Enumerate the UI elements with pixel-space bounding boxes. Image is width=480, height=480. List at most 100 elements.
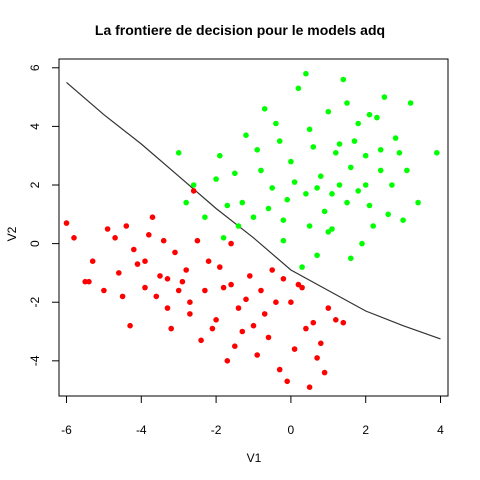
x-tick-label: 4 <box>437 423 444 437</box>
data-point <box>273 299 279 306</box>
data-point <box>217 264 223 270</box>
boundary-curve <box>66 81 441 340</box>
data-point <box>348 164 354 171</box>
data-point <box>321 208 328 215</box>
y-tick-label: 6 <box>28 64 42 71</box>
data-point <box>385 211 392 218</box>
decision-boundary <box>66 81 441 340</box>
data-point <box>224 358 231 364</box>
data-point <box>123 223 130 229</box>
data-point <box>310 319 317 326</box>
data-point <box>179 278 186 285</box>
x-axis: -6 -4 -2 0 2 4 <box>61 395 444 437</box>
data-point <box>269 185 276 191</box>
data-point <box>202 287 208 294</box>
y-tick-label: 4 <box>28 123 42 130</box>
data-point <box>198 337 204 344</box>
data-point <box>116 270 122 276</box>
data-point <box>261 311 268 317</box>
data-point <box>303 70 309 77</box>
data-point <box>306 126 313 133</box>
data-point <box>175 150 182 156</box>
data-point <box>183 199 189 206</box>
data-point <box>157 273 163 279</box>
data-point <box>400 217 406 223</box>
data-point <box>153 293 160 300</box>
data-point <box>190 188 197 194</box>
data-point <box>265 334 272 341</box>
data-point <box>355 188 362 194</box>
data-point <box>359 240 365 247</box>
data-point <box>415 199 421 206</box>
data-point <box>213 317 219 323</box>
data-point <box>280 237 287 244</box>
data-point <box>404 167 410 174</box>
data-point <box>340 76 347 83</box>
data-point <box>112 235 118 241</box>
data-point <box>288 158 294 165</box>
data-point <box>131 246 137 253</box>
data-point <box>295 281 302 288</box>
data-point <box>299 264 305 270</box>
data-point <box>348 255 354 262</box>
data-point <box>247 273 253 279</box>
data-point <box>119 293 126 300</box>
data-point <box>362 152 369 159</box>
data-point <box>63 220 70 226</box>
data-point <box>370 223 377 229</box>
data-point <box>377 147 384 153</box>
data-point <box>291 179 298 185</box>
data-point <box>389 182 395 188</box>
data-point <box>187 299 193 306</box>
data-point <box>250 322 257 329</box>
data-point <box>344 100 350 106</box>
data-point <box>160 237 167 244</box>
data-point <box>314 185 320 191</box>
data-point <box>258 287 264 294</box>
data-point <box>273 120 279 127</box>
data-point <box>254 352 260 358</box>
data-point <box>228 240 234 247</box>
data-point <box>190 182 197 188</box>
data-point <box>280 217 287 223</box>
data-point <box>303 325 309 332</box>
data-point <box>71 235 77 241</box>
data-point <box>213 176 219 182</box>
chart-title: La frontiere de decision pour le models … <box>95 22 385 38</box>
data-point <box>276 138 283 144</box>
data-point <box>127 322 133 329</box>
data-point <box>220 235 227 241</box>
data-point <box>280 276 287 282</box>
data-point <box>344 199 350 206</box>
plot-frame <box>58 58 449 397</box>
data-point <box>149 214 156 220</box>
x-tick-label: -4 <box>136 423 147 437</box>
data-point <box>254 147 260 153</box>
data-point <box>205 258 212 265</box>
data-point <box>261 106 268 112</box>
data-point <box>336 141 343 147</box>
data-point <box>232 170 238 177</box>
data-point <box>366 111 373 118</box>
data-point <box>265 205 272 212</box>
data-point <box>250 214 257 220</box>
data-point <box>172 249 178 256</box>
data-point <box>329 191 335 197</box>
y-tick-label: -4 <box>28 355 42 366</box>
data-point <box>104 226 111 232</box>
data-point <box>318 173 324 179</box>
data-point <box>291 346 298 352</box>
data-point <box>142 258 148 265</box>
data-point <box>269 267 276 273</box>
data-point <box>89 258 96 265</box>
data-point <box>325 305 332 311</box>
data-point <box>146 232 152 238</box>
data-point <box>321 369 328 376</box>
data-point <box>284 196 291 203</box>
data-point <box>288 299 294 306</box>
data-point <box>217 152 223 159</box>
y-tick-label: 0 <box>28 240 42 247</box>
data-point <box>314 355 320 361</box>
data-point <box>325 108 332 115</box>
